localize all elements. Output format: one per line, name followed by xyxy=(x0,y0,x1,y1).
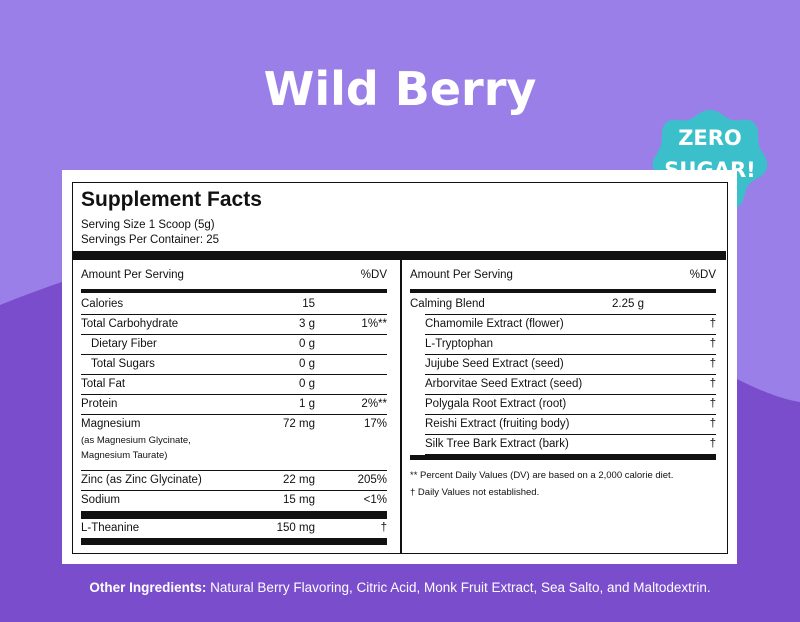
ingredient-dv: † xyxy=(709,318,716,330)
ingredient-dv: † xyxy=(709,398,716,410)
nutrient-amount: 15 xyxy=(302,298,315,310)
nutrient-dv: 205% xyxy=(357,474,387,486)
nutrient-amount: 0 g xyxy=(299,378,315,390)
blend-bottom-bar xyxy=(410,455,716,460)
nutrient-name: Calories xyxy=(81,298,124,310)
left-header-bar xyxy=(81,289,387,293)
nutrient-name: Sodium xyxy=(81,494,120,506)
nutrient-row: Dietary Fiber 0 g xyxy=(81,335,387,355)
ingredient-row: Reishi Extract (fruiting body) † xyxy=(425,415,716,435)
ingredient-row: Polygala Root Extract (root) † xyxy=(425,395,716,415)
ingredient-dv: † xyxy=(709,358,716,370)
nutrient-source: (as Magnesium Glycinate, Magnesium Taura… xyxy=(81,433,191,463)
nutrient-row: Calories 15 xyxy=(81,295,387,315)
blend-row: Calming Blend 2.25 g xyxy=(410,295,716,314)
supplement-facts-heading: Supplement Facts xyxy=(81,188,262,211)
other-ingredients: Other Ingredients: Natural Berry Flavori… xyxy=(0,580,800,595)
label-panel xyxy=(62,170,737,564)
nutrient-name: Total Carbohydrate xyxy=(81,318,179,330)
nutrient-name: Dietary Fiber xyxy=(91,338,157,350)
footnotes: ** Percent Daily Values (DV) are based o… xyxy=(410,460,716,500)
bottom-thick-separator xyxy=(81,538,387,545)
ingredient-name: L-Tryptophan xyxy=(425,338,493,350)
top-thick-bar xyxy=(73,251,726,260)
ingredient-name: Reishi Extract (fruiting body) xyxy=(425,418,570,430)
ingredient-dv: † xyxy=(709,418,716,430)
nutrient-row: Protein 1 g 2%** xyxy=(81,395,387,415)
nutrient-row: Zinc (as Zinc Glycinate) 22 mg 205% xyxy=(81,471,387,491)
footnote-dv: ** Percent Daily Values (DV) are based o… xyxy=(410,470,674,481)
nutrient-name: Zinc (as Zinc Glycinate) xyxy=(81,474,202,486)
blend-name: Calming Blend xyxy=(410,298,485,310)
nutrient-row: Magnesium 72 mg 17% (as Magnesium Glycin… xyxy=(81,415,387,471)
ingredient-dv: † xyxy=(709,338,716,350)
nutrient-name: Magnesium xyxy=(81,418,141,430)
nutrient-name: Total Fat xyxy=(81,378,126,390)
thick-separator xyxy=(81,511,387,519)
nutrient-dv: 2%** xyxy=(361,398,387,410)
supplement-facts-label: Supplement Facts Serving Size 1 Scoop (5… xyxy=(72,182,728,554)
ingredient-name: Arborvitae Seed Extract (seed) xyxy=(425,378,583,390)
nutrient-amount: 0 g xyxy=(299,358,315,370)
nutrient-dv: † xyxy=(380,522,387,534)
nutrient-source-line-1: (as Magnesium Glycinate, xyxy=(81,435,191,446)
left-header: Amount Per Serving %DV xyxy=(81,260,387,295)
ingredient-row: Chamomile Extract (flower) † xyxy=(425,315,716,335)
ingredient-name: Polygala Root Extract (root) xyxy=(425,398,567,410)
serving-size: Serving Size 1 Scoop (5g) xyxy=(81,219,215,231)
nutrient-row: L-Theanine 150 mg † xyxy=(81,519,387,538)
nutrient-source-line-2: Magnesium Taurate) xyxy=(81,450,168,461)
nutrient-row: Sodium 15 mg <1% xyxy=(81,491,387,511)
servings-per-container: Servings Per Container: 25 xyxy=(81,234,220,246)
nutrient-amount: 150 mg xyxy=(276,522,315,534)
ingredient-name: Chamomile Extract (flower) xyxy=(425,318,564,330)
badge-line-1: ZERO xyxy=(678,126,742,150)
ingredient-row: Jujube Seed Extract (seed) † xyxy=(425,355,716,375)
right-header-dv: %DV xyxy=(689,269,716,281)
nutrient-name: Protein xyxy=(81,398,118,410)
nutrient-amount: 0 g xyxy=(299,338,315,350)
left-column: Amount Per Serving %DV Calories 15 Total… xyxy=(81,260,387,545)
right-header-amount: Amount Per Serving xyxy=(410,269,513,281)
nutrient-dv: 1%** xyxy=(361,318,387,330)
ingredient-dv: † xyxy=(709,378,716,390)
footnote-dagger: † Daily Values not established. xyxy=(410,487,540,498)
nutrient-row: Total Fat 0 g xyxy=(81,375,387,395)
nutrient-amount: 72 mg xyxy=(283,418,315,430)
ingredient-name: Silk Tree Bark Extract (bark) xyxy=(425,438,569,450)
serving-info: Serving Size 1 Scoop (5g) Servings Per C… xyxy=(81,218,219,248)
nutrient-amount: 3 g xyxy=(299,318,315,330)
other-ingredients-text: Natural Berry Flavoring, Citric Acid, Mo… xyxy=(206,580,711,595)
nutrient-dv: <1% xyxy=(363,494,387,506)
left-header-amount: Amount Per Serving xyxy=(81,269,184,281)
right-header-bar xyxy=(410,289,716,293)
ingredient-dv: † xyxy=(709,438,716,450)
blend-amount: 2.25 g xyxy=(612,298,644,310)
nutrient-row: Total Carbohydrate 3 g 1%** xyxy=(81,315,387,335)
product-title: Wild Berry xyxy=(263,62,537,116)
ingredient-row: L-Tryptophan † xyxy=(425,335,716,355)
nutrient-name: L-Theanine xyxy=(81,522,140,534)
ingredient-row: Arborvitae Seed Extract (seed) † xyxy=(425,375,716,395)
right-header: Amount Per Serving %DV xyxy=(410,260,716,295)
left-header-dv: %DV xyxy=(360,269,387,281)
column-divider xyxy=(400,260,402,553)
nutrient-dv: 17% xyxy=(363,418,387,430)
right-column: Amount Per Serving %DV Calming Blend 2.2… xyxy=(410,260,716,500)
nutrient-name: Total Sugars xyxy=(91,358,155,370)
nutrient-row: Total Sugars 0 g xyxy=(81,355,387,375)
nutrient-amount: 15 mg xyxy=(283,494,315,506)
ingredient-name: Jujube Seed Extract (seed) xyxy=(425,358,564,370)
nutrient-amount: 1 g xyxy=(299,398,315,410)
ingredient-row: Silk Tree Bark Extract (bark) † xyxy=(425,435,716,455)
other-ingredients-label: Other Ingredients: xyxy=(89,580,207,595)
nutrient-amount: 22 mg xyxy=(283,474,315,486)
blend-ingredients: Chamomile Extract (flower) † L-Tryptopha… xyxy=(425,314,716,455)
